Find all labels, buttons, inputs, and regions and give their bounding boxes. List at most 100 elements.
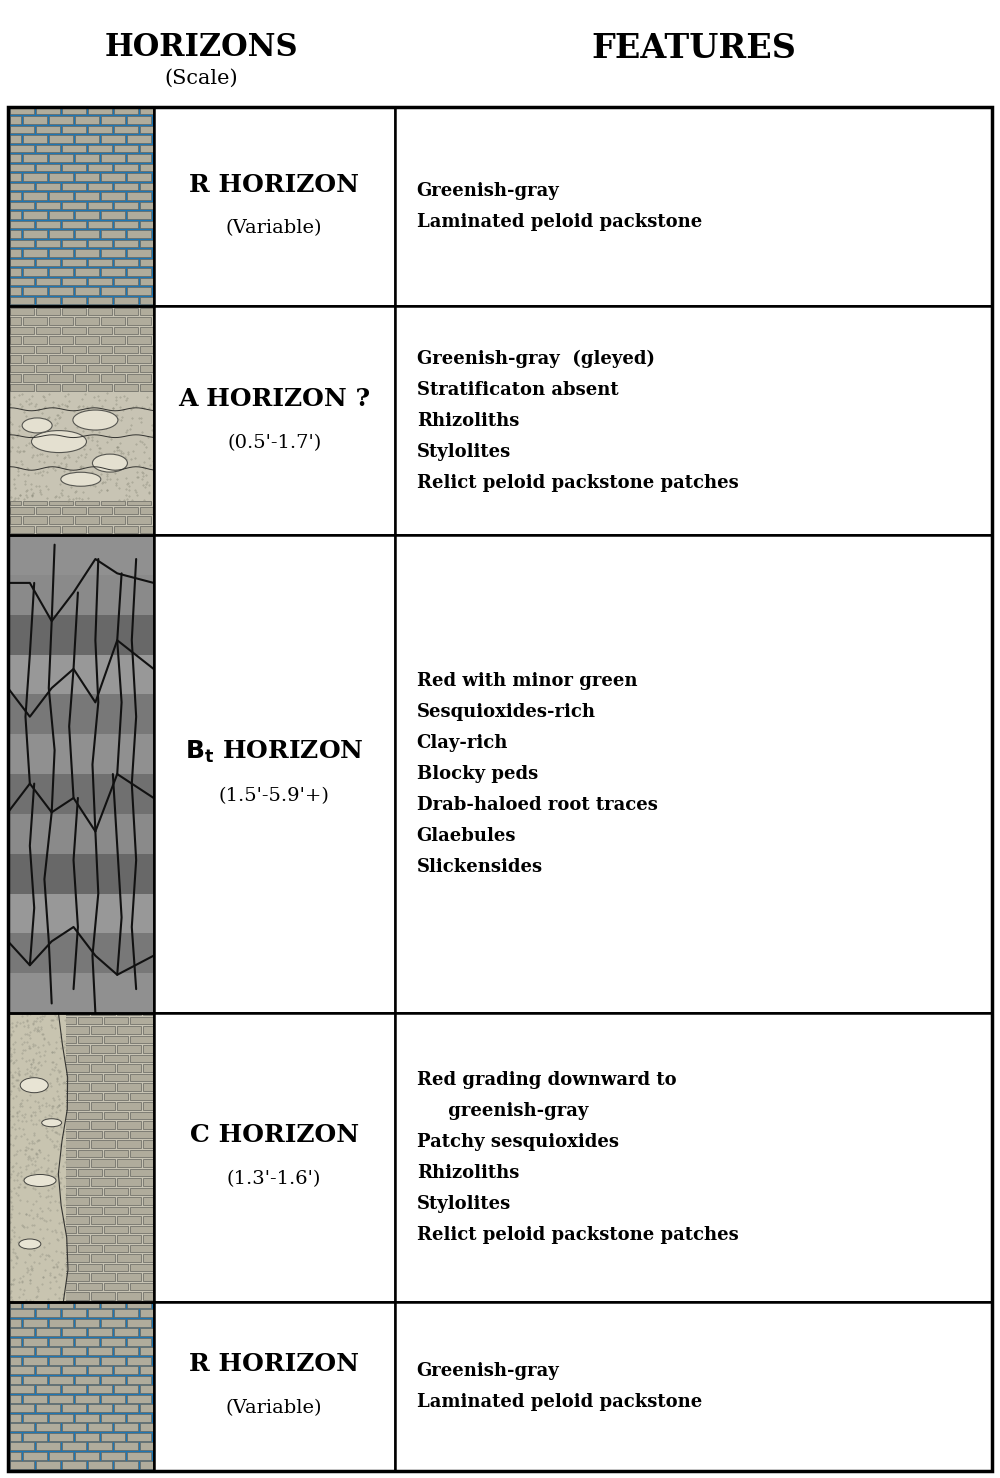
- Bar: [65, 1264, 76, 1271]
- Bar: [154, 535, 395, 1012]
- Bar: [36, 297, 60, 304]
- Bar: [49, 501, 73, 505]
- Bar: [117, 1216, 141, 1224]
- Bar: [91, 1064, 115, 1072]
- Bar: [8, 695, 154, 735]
- Bar: [78, 1036, 102, 1043]
- Bar: [104, 1188, 128, 1196]
- Bar: [65, 1169, 76, 1176]
- Bar: [117, 1178, 141, 1185]
- Bar: [117, 1083, 141, 1091]
- Ellipse shape: [19, 1239, 41, 1249]
- Bar: [75, 134, 99, 143]
- Bar: [36, 307, 60, 315]
- Bar: [36, 183, 60, 191]
- Bar: [130, 1283, 154, 1290]
- Bar: [114, 507, 138, 514]
- Bar: [78, 1206, 102, 1215]
- Bar: [114, 220, 138, 228]
- Bar: [130, 1036, 154, 1043]
- Bar: [65, 1045, 89, 1052]
- Bar: [101, 154, 125, 161]
- Bar: [65, 1036, 76, 1043]
- Bar: [101, 211, 125, 219]
- Bar: [140, 384, 154, 392]
- Bar: [65, 1012, 89, 1015]
- Bar: [8, 535, 154, 1012]
- Bar: [143, 1236, 154, 1243]
- Bar: [127, 1451, 151, 1460]
- Bar: [10, 231, 21, 238]
- Bar: [65, 1131, 76, 1138]
- Bar: [10, 1443, 34, 1450]
- Bar: [143, 1045, 154, 1052]
- Bar: [49, 268, 73, 276]
- Bar: [104, 1244, 128, 1252]
- Bar: [62, 239, 86, 247]
- Text: Rhizoliths: Rhizoliths: [417, 411, 519, 430]
- Bar: [78, 1225, 102, 1234]
- Text: Slickensides: Slickensides: [417, 859, 543, 876]
- Bar: [62, 297, 86, 304]
- Bar: [130, 1206, 154, 1215]
- Bar: [78, 1169, 102, 1176]
- Bar: [140, 145, 154, 152]
- Bar: [36, 239, 60, 247]
- Bar: [10, 1423, 34, 1431]
- Bar: [49, 134, 73, 143]
- Text: Laminated peloid packstone: Laminated peloid packstone: [417, 213, 702, 231]
- Bar: [23, 1318, 47, 1327]
- Bar: [395, 1302, 992, 1471]
- Bar: [75, 154, 99, 161]
- Bar: [65, 1026, 89, 1035]
- Bar: [104, 1264, 128, 1271]
- Bar: [49, 211, 73, 219]
- Bar: [127, 192, 151, 200]
- Bar: [36, 259, 60, 266]
- Bar: [36, 220, 60, 228]
- Bar: [75, 1302, 99, 1308]
- Text: Laminated peloid packstone: Laminated peloid packstone: [417, 1392, 702, 1411]
- Bar: [23, 117, 47, 124]
- Bar: [154, 535, 395, 1012]
- Bar: [10, 201, 34, 210]
- Bar: [63, 1012, 154, 1302]
- Bar: [91, 1012, 115, 1015]
- Bar: [78, 1150, 102, 1157]
- Bar: [75, 318, 99, 325]
- Ellipse shape: [73, 409, 118, 430]
- Bar: [91, 1159, 115, 1168]
- Bar: [10, 526, 34, 534]
- Bar: [117, 1292, 141, 1301]
- Bar: [65, 1017, 76, 1024]
- Bar: [91, 1045, 115, 1052]
- Bar: [36, 384, 60, 392]
- Bar: [140, 1348, 154, 1355]
- Bar: [8, 106, 154, 306]
- Bar: [91, 1292, 115, 1301]
- Bar: [104, 1055, 128, 1063]
- Bar: [65, 1197, 89, 1205]
- Bar: [101, 1357, 125, 1364]
- Bar: [8, 106, 154, 306]
- Bar: [49, 1357, 73, 1364]
- Bar: [49, 1376, 73, 1383]
- Bar: [88, 307, 112, 315]
- Bar: [101, 1414, 125, 1422]
- Bar: [62, 1462, 86, 1469]
- Bar: [114, 327, 138, 334]
- Bar: [130, 1225, 154, 1234]
- Text: FEATURES: FEATURES: [591, 33, 796, 65]
- Bar: [154, 306, 992, 535]
- Ellipse shape: [20, 1077, 48, 1092]
- Bar: [127, 1318, 151, 1327]
- Bar: [8, 306, 154, 535]
- Bar: [101, 287, 125, 294]
- Bar: [88, 278, 112, 285]
- Bar: [127, 318, 151, 325]
- Bar: [49, 1395, 73, 1403]
- Bar: [75, 117, 99, 124]
- Bar: [88, 220, 112, 228]
- Bar: [140, 507, 154, 514]
- Bar: [65, 1206, 76, 1215]
